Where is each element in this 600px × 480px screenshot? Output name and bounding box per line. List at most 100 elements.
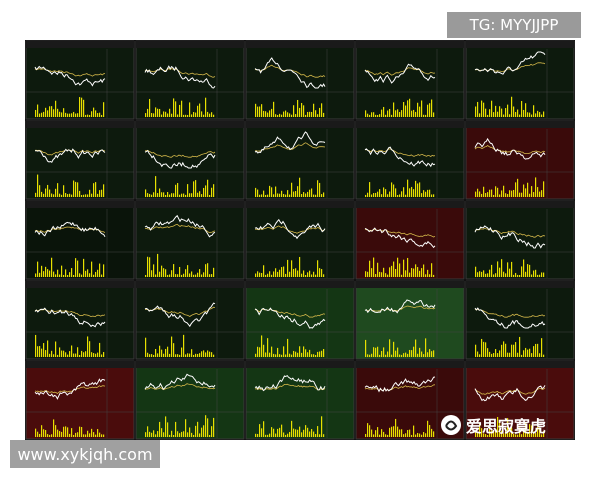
volume-bar [197, 421, 199, 437]
volume-bar [317, 180, 319, 197]
volume-bar [263, 421, 265, 437]
volume-bar [179, 104, 181, 117]
volume-bar [493, 353, 495, 357]
volume-bar [171, 270, 173, 277]
volume-bar [389, 339, 391, 357]
panel-header [26, 201, 134, 208]
volume-bar [377, 427, 379, 437]
volume-bar [511, 427, 513, 437]
panel-header [466, 361, 574, 368]
volume-bar [279, 113, 281, 117]
volume-bar [293, 428, 295, 437]
volume-bar [475, 344, 477, 357]
volume-bar [59, 193, 61, 197]
volume-bar [493, 194, 495, 197]
volume-bar [55, 188, 57, 197]
volume-bar [383, 106, 385, 117]
volume-bar [151, 270, 153, 277]
volume-bar [521, 100, 523, 117]
volume-bar [423, 264, 425, 277]
volume-bar [201, 194, 203, 197]
volume-bar [289, 113, 291, 117]
volume-bar [71, 428, 73, 437]
volume-bar [47, 269, 49, 277]
volume-bar [213, 184, 215, 197]
volume-bar [367, 271, 369, 277]
volume-bar [53, 419, 55, 437]
volume-bar [155, 434, 157, 437]
volume-bar [497, 416, 499, 437]
volume-bar [479, 191, 481, 197]
volume-bar [305, 349, 307, 357]
volume-bar [169, 434, 171, 437]
volume-bar [35, 334, 37, 357]
volume-bar [259, 347, 261, 357]
price-line [34, 65, 106, 87]
volume-bar [511, 261, 513, 277]
volume-bar [507, 194, 509, 197]
volume-bar [47, 110, 49, 117]
volume-bar [375, 274, 377, 277]
volume-bar [377, 346, 379, 357]
volume-bar [255, 273, 257, 277]
volume-bar [59, 111, 61, 117]
volume-bar [101, 434, 103, 437]
panel-header [356, 281, 464, 288]
volume-bar [75, 181, 77, 197]
panel-header [246, 201, 354, 208]
volume-bar [83, 194, 85, 197]
volume-bar [161, 349, 163, 357]
volume-bar [289, 271, 291, 277]
volume-bar [501, 344, 503, 357]
volume-bar [187, 432, 189, 437]
volume-bar [287, 433, 289, 437]
volume-bar [495, 428, 497, 437]
volume-bar [287, 259, 289, 277]
volume-bar [181, 431, 183, 437]
volume-bar [69, 351, 71, 357]
volume-bar [43, 111, 45, 117]
volume-bar [397, 257, 399, 277]
volume-bar [305, 425, 307, 437]
volume-bar [311, 111, 313, 117]
volume-bar [87, 430, 89, 437]
volume-bar [273, 101, 275, 117]
volume-bar [429, 103, 431, 117]
volume-bar [495, 105, 497, 117]
volume-bar [47, 434, 49, 437]
volume-bar [63, 350, 65, 357]
volume-bar [297, 99, 299, 117]
panel-header [26, 121, 134, 128]
price-line [35, 148, 106, 163]
volume-bar [195, 274, 197, 277]
volume-bar [317, 114, 319, 117]
volume-bar [103, 264, 105, 277]
avg-line [144, 149, 216, 158]
panel-header [356, 121, 464, 128]
volume-bar [509, 190, 511, 197]
avg-line [144, 306, 216, 317]
volume-bar [173, 434, 175, 437]
volume-bar [381, 350, 383, 357]
volume-bar [487, 434, 489, 437]
volume-bar [267, 273, 269, 277]
volume-bar [517, 109, 519, 117]
volume-bar [371, 429, 373, 437]
volume-bar [53, 354, 55, 357]
volume-bar [369, 354, 371, 357]
volume-bar [421, 193, 423, 197]
volume-bar [259, 424, 261, 437]
volume-bar [195, 112, 197, 117]
volume-bar [529, 424, 531, 437]
volume-bar [283, 432, 285, 437]
volume-bar [383, 347, 385, 357]
volume-bar [103, 352, 105, 357]
volume-bar [501, 259, 503, 277]
volume-bar [543, 111, 545, 117]
volume-bar [509, 114, 511, 117]
volume-bar [513, 189, 515, 197]
volume-bar [53, 271, 55, 277]
volume-bar [171, 113, 173, 117]
volume-bar [37, 431, 39, 437]
volume-bar [399, 111, 401, 117]
